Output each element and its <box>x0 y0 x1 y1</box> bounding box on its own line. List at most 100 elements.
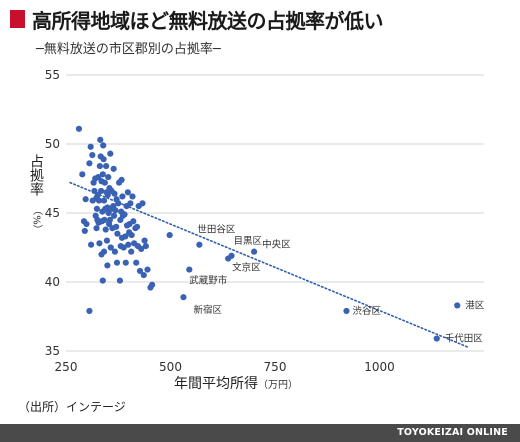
data-point <box>101 216 108 223</box>
data-point <box>100 248 108 255</box>
point-label: 文京区 <box>232 262 261 274</box>
x-tick-250: 250 <box>55 360 78 374</box>
data-point <box>99 277 106 284</box>
y-tick-labels: 35 40 45 50 55 <box>45 68 60 358</box>
x-axis-title: 年間平均所得 <box>174 375 258 392</box>
data-point <box>136 267 144 275</box>
x-tick-1000: 1000 <box>364 360 395 374</box>
data-point <box>128 231 135 239</box>
data-point <box>118 176 125 183</box>
data-point <box>114 230 121 237</box>
data-point <box>119 193 126 200</box>
data-point <box>98 187 105 195</box>
data-point <box>89 151 96 159</box>
data-point <box>121 211 128 218</box>
y-tick-50: 50 <box>45 137 60 151</box>
y-axis-title: 占拠率 <box>28 154 44 196</box>
point-label: 世田谷区 <box>197 224 236 236</box>
x-tick-750: 750 <box>264 360 287 374</box>
y-axis-unit: （%） <box>31 205 43 235</box>
point-label: 新宿区 <box>193 304 222 316</box>
data-point-labeled <box>433 335 440 342</box>
data-point-labeled <box>180 294 187 301</box>
data-point <box>87 143 94 150</box>
source-note: （出所）インテージ <box>18 400 126 414</box>
data-point <box>96 162 103 170</box>
title-block: 高所得地域ほど無料放送の占拠率が低い <box>10 6 384 33</box>
data-point <box>97 136 104 143</box>
data-point <box>99 171 106 178</box>
point-label: 武蔵野市 <box>189 275 228 287</box>
data-point <box>112 207 119 214</box>
title-marker <box>10 10 25 28</box>
data-point <box>103 237 111 244</box>
data-point <box>129 193 136 200</box>
data-point <box>107 244 114 251</box>
data-point <box>102 226 109 233</box>
data-point <box>101 179 108 186</box>
data-point <box>100 142 107 149</box>
data-point <box>120 244 127 251</box>
data-point <box>139 200 146 207</box>
data-point-labeled <box>225 255 232 262</box>
data-point-labeled <box>251 248 258 255</box>
data-point <box>91 187 98 195</box>
data-points <box>75 125 173 315</box>
data-point <box>113 259 121 266</box>
point-label: 千代田区 <box>445 334 484 345</box>
data-point <box>122 259 129 266</box>
point-label: 渋谷区 <box>352 305 381 317</box>
gridlines <box>66 74 484 352</box>
data-point <box>110 165 117 172</box>
data-point <box>95 197 103 204</box>
data-point <box>93 225 100 232</box>
data-point <box>100 197 108 204</box>
x-tick-500: 500 <box>159 360 182 374</box>
data-point <box>104 262 111 269</box>
data-point <box>149 281 156 288</box>
data-point <box>93 205 101 212</box>
data-point <box>133 259 140 266</box>
data-point <box>82 196 89 203</box>
data-point-labeled <box>186 266 193 273</box>
data-point <box>106 216 113 223</box>
data-point <box>100 156 107 163</box>
x-axis-unit: （万円） <box>258 379 298 391</box>
data-point <box>86 160 93 167</box>
data-point <box>128 248 135 255</box>
chart-subtitle: ─無料放送の市区郡別の占拠率─ <box>36 42 221 57</box>
data-point <box>110 212 118 219</box>
data-point <box>122 233 129 240</box>
data-point <box>133 223 141 230</box>
data-point <box>144 266 151 273</box>
data-point <box>166 231 173 239</box>
y-tick-55: 55 <box>45 68 60 82</box>
data-point <box>115 200 122 207</box>
data-point <box>79 171 86 178</box>
y-tick-40: 40 <box>45 275 60 289</box>
data-point <box>96 240 103 247</box>
data-point <box>103 162 110 170</box>
data-point <box>87 241 95 248</box>
data-point <box>83 220 90 228</box>
y-tick-45: 45 <box>45 206 60 220</box>
data-point <box>113 223 120 230</box>
point-label: 港区 <box>465 299 485 311</box>
data-point <box>86 307 93 315</box>
point-label: 中央区 <box>262 239 291 251</box>
data-point <box>105 174 112 181</box>
data-point-labeled <box>454 302 461 309</box>
data-point <box>141 237 148 244</box>
data-point <box>94 191 101 199</box>
data-point <box>104 191 111 199</box>
data-point-labeled <box>343 307 350 315</box>
data-point <box>125 241 132 248</box>
data-point <box>124 189 131 196</box>
trend-line <box>69 181 469 348</box>
data-point <box>111 248 119 255</box>
page-title: 高所得地域ほど無料放送の占拠率が低い <box>32 8 384 33</box>
data-point <box>75 125 83 132</box>
data-point <box>127 200 134 207</box>
